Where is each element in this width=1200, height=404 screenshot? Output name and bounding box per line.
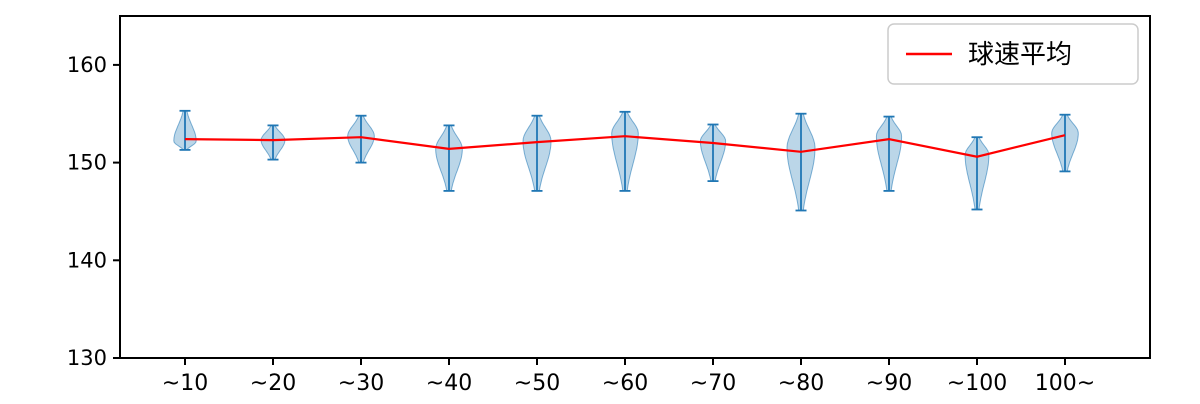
legend-label: 球速平均 [968, 40, 1072, 70]
x-tick-label: ~100 [947, 371, 1007, 396]
x-tick-label: ~10 [162, 371, 208, 396]
legend: 球速平均 [887, 23, 1139, 85]
x-tick-label: ~80 [778, 371, 824, 396]
axis-tick-labels: 130 140 150 160 ~10 ~20 ~30 ~40 ~50 ~60 ~70 ~80 ~90 ~… [67, 53, 1095, 396]
x-tick-label: ~60 [602, 371, 648, 396]
x-tick-label: ~20 [250, 371, 296, 396]
x-tick-label: ~90 [866, 371, 912, 396]
mean-line [184, 134, 1066, 158]
violin-bodies [173, 110, 1079, 211]
y-tick-label: 130 [67, 346, 107, 370]
legend-box [887, 23, 1139, 85]
x-tick-label: ~30 [338, 371, 384, 396]
y-tick-label: 140 [67, 248, 107, 272]
violin-whiskers [179, 109, 1071, 212]
y-tick-label: 160 [67, 53, 107, 77]
x-tick-label: ~50 [514, 371, 560, 396]
x-tick-label: ~70 [690, 371, 736, 396]
axis-ticks [113, 63, 1066, 365]
x-tick-label: ~40 [426, 371, 472, 396]
x-tick-label: 100~ [1035, 371, 1095, 396]
plot-border [119, 15, 1151, 359]
y-tick-label: 150 [67, 151, 107, 175]
